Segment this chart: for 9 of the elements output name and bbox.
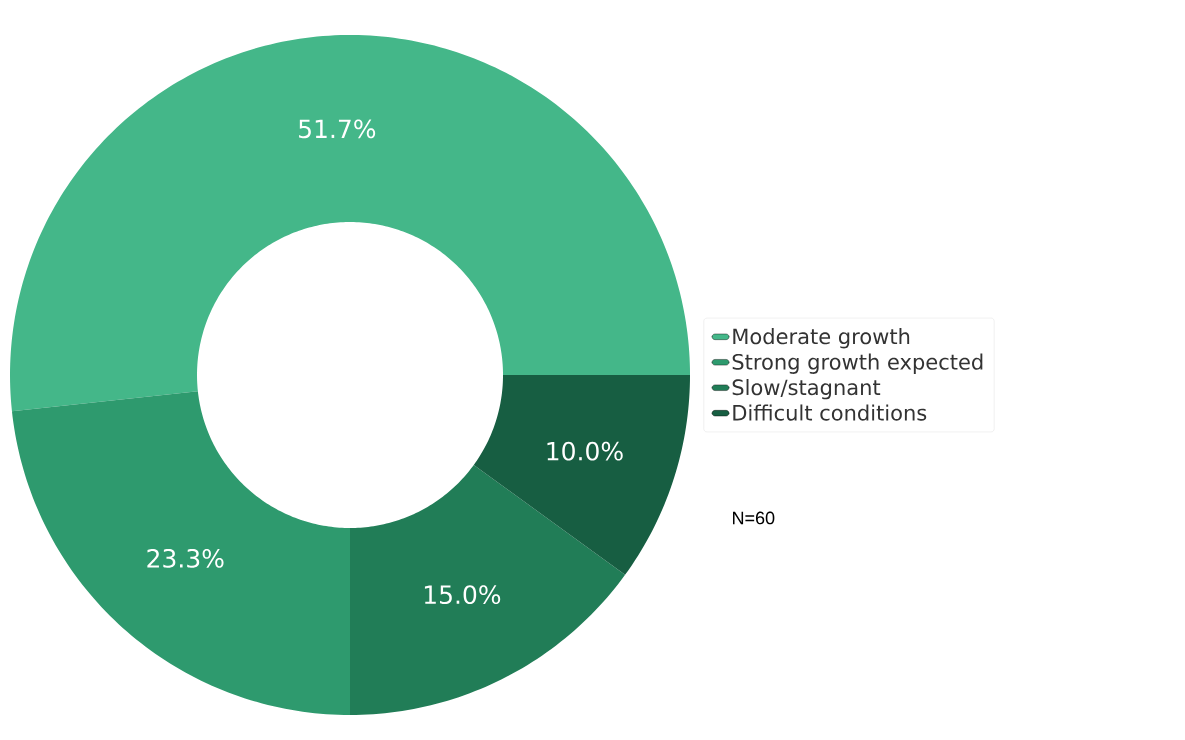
legend-label: Strong growth expected — [732, 353, 983, 374]
legend-label: Moderate growth — [733, 328, 910, 349]
data-label: 15.0% — [424, 585, 501, 605]
data-label: 23.3% — [147, 548, 224, 568]
legend-label: Difficult conditions — [733, 404, 927, 421]
legend-label: Slow/stagnant — [732, 379, 881, 400]
data-label: 10.0% — [547, 441, 623, 461]
text: N=60 — [733, 511, 775, 525]
data-label: 51.7% — [299, 119, 376, 139]
